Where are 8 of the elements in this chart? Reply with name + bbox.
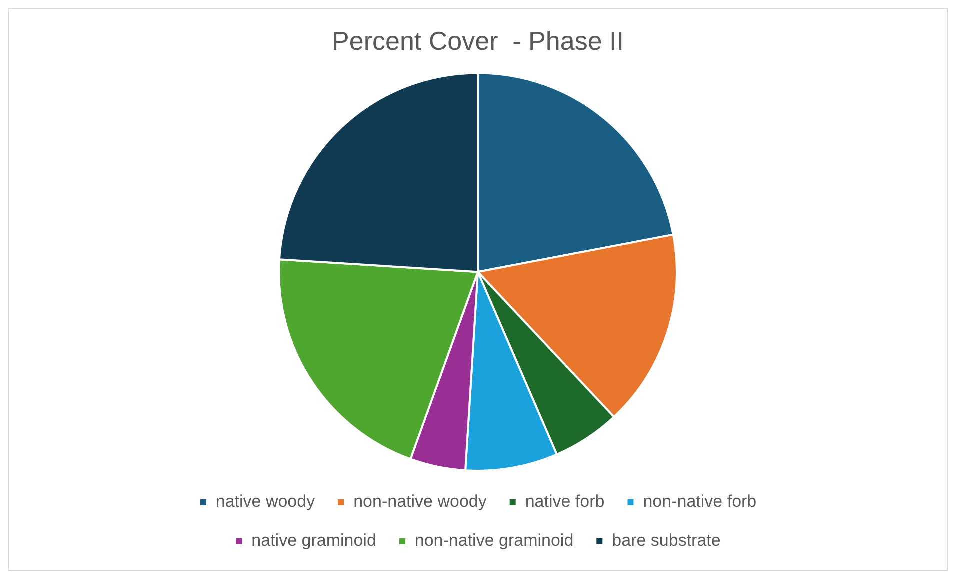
legend-label: native forb bbox=[525, 492, 605, 512]
legend-label: non-native woody bbox=[354, 492, 488, 512]
legend-label: native woody bbox=[216, 492, 316, 512]
legend-label: bare substrate bbox=[612, 531, 721, 550]
legend-label: native graminoid bbox=[252, 531, 376, 550]
legend-label: non-native graminoid bbox=[414, 531, 574, 550]
chart-title: Percent Cover - Phase II bbox=[332, 26, 624, 56]
legend-label: non-native forb bbox=[643, 492, 757, 512]
